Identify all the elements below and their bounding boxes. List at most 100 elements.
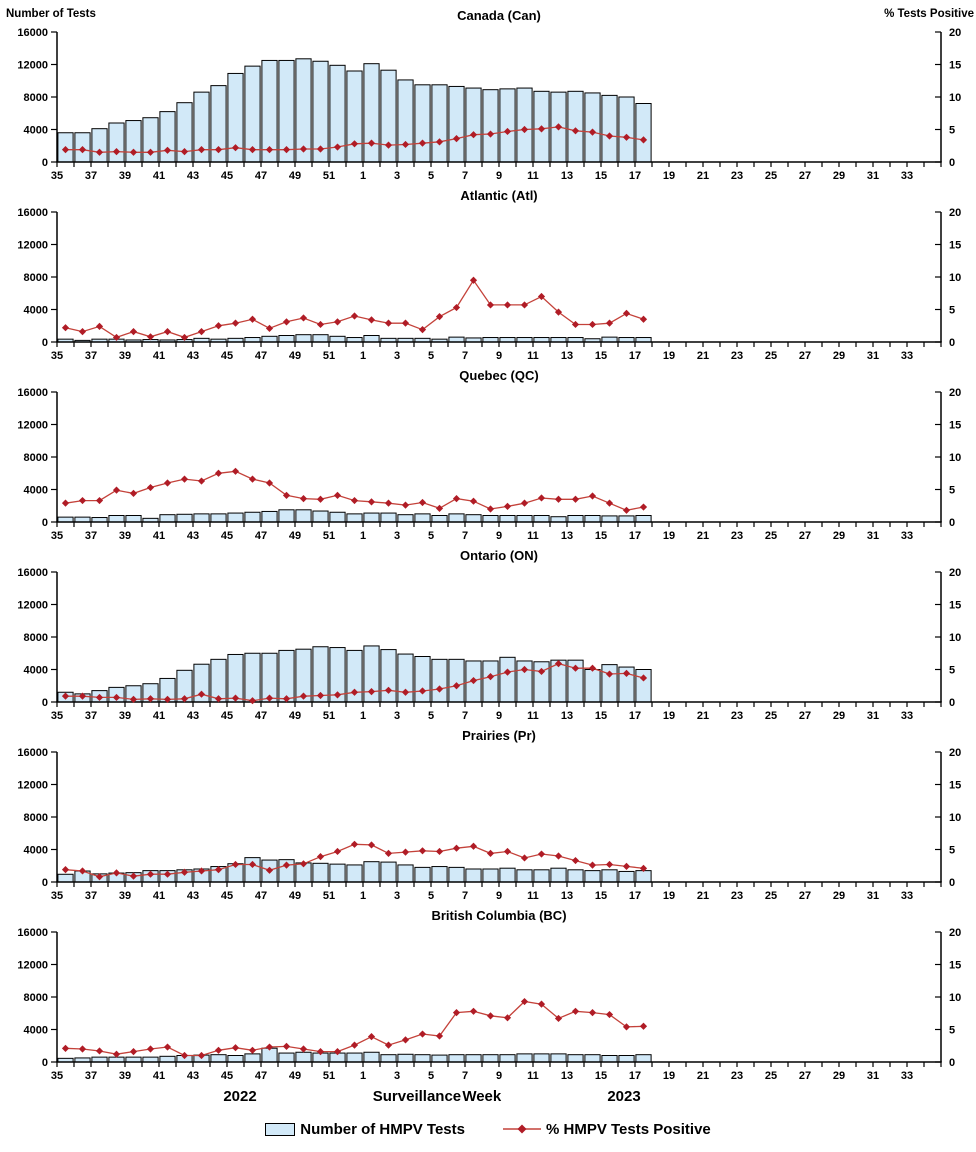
x-tick-label: 3 <box>394 1070 400 1082</box>
bar <box>278 649 295 703</box>
bar <box>397 1053 414 1063</box>
bar <box>159 111 176 163</box>
bar <box>210 1054 227 1063</box>
bar <box>516 515 533 523</box>
bar <box>635 1054 652 1063</box>
diamond-marker <box>401 1036 410 1044</box>
right-tick-label: 15 <box>949 420 961 432</box>
right-tick-label: 20 <box>949 747 961 759</box>
left-tick-label: 12000 <box>17 960 48 972</box>
bar <box>227 512 244 523</box>
panel-title-atl: Atlantic (Atl) <box>460 188 538 203</box>
x-axis-title: Surveillance Week <box>372 1088 502 1105</box>
diamond-marker <box>78 1045 87 1053</box>
x-tick-label: 21 <box>697 170 709 182</box>
x-tick-label: 41 <box>153 1070 165 1082</box>
bar <box>363 1051 380 1063</box>
x-tick-label: 3 <box>394 710 400 722</box>
x-tick-label: 35 <box>51 530 63 542</box>
bar <box>346 864 363 883</box>
x-tick-label: 41 <box>153 890 165 902</box>
x-tick-label: 3 <box>394 170 400 182</box>
diamond-marker <box>78 692 87 700</box>
x-tick-label: 9 <box>496 710 502 722</box>
x-tick-label: 23 <box>731 350 743 362</box>
left-tick-label: 4000 <box>24 665 48 677</box>
bar <box>414 1054 431 1063</box>
x-tick-label: 49 <box>289 170 301 182</box>
bar <box>499 515 516 523</box>
legend-item-tests: Number of HMPV Tests <box>265 1121 465 1138</box>
x-tick-label: 51 <box>323 710 335 722</box>
left-tick-label: 16000 <box>17 927 48 939</box>
bar <box>431 866 448 883</box>
right-tick-label: 5 <box>949 665 955 677</box>
diamond-marker <box>180 148 189 156</box>
bar <box>584 870 601 883</box>
bar <box>601 94 618 163</box>
x-tick-label: 39 <box>119 170 131 182</box>
diamond-marker <box>299 1045 308 1053</box>
x-tick-label: 3 <box>394 350 400 362</box>
panel-on: Ontario (ON) 0 4000 8000 12000 16000 0 5 10 15 20 3… <box>0 546 976 726</box>
bar <box>346 513 363 523</box>
diamond-marker <box>163 870 172 878</box>
bar <box>482 1054 499 1063</box>
diamond-marker <box>537 292 546 301</box>
diamond-marker <box>265 866 274 874</box>
bar <box>244 652 261 703</box>
right-tick-label: 15 <box>949 780 961 792</box>
bar <box>295 509 312 523</box>
bar <box>108 122 125 163</box>
x-tick-label: 25 <box>765 710 777 722</box>
x-tick-label: 17 <box>629 710 641 722</box>
x-tick-label: 49 <box>289 1070 301 1082</box>
bar <box>601 1055 618 1063</box>
x-tick-label: 5 <box>428 530 434 542</box>
x-tick-label: 29 <box>833 530 845 542</box>
bar <box>499 88 516 163</box>
bar <box>261 510 278 523</box>
diamond-marker <box>520 301 529 309</box>
bar <box>550 867 567 883</box>
x-tick-label: 21 <box>697 350 709 362</box>
diamond-marker <box>129 489 138 497</box>
diamond-marker <box>95 1047 104 1055</box>
left-tick-label: 12000 <box>17 600 48 612</box>
diamond-marker <box>180 695 189 703</box>
bar <box>499 656 516 703</box>
panel-title-on: Ontario (ON) <box>460 548 538 563</box>
diamond-marker <box>333 143 342 151</box>
diamond-marker <box>248 315 257 323</box>
x-tick-label: 1 <box>360 170 366 182</box>
x-tick-label: 19 <box>663 890 675 902</box>
bar <box>414 866 431 883</box>
bar <box>601 664 618 703</box>
left-tick-label: 16000 <box>17 27 48 39</box>
bar <box>397 79 414 163</box>
bar <box>397 514 414 523</box>
right-tick-label: 20 <box>949 567 961 579</box>
bar <box>57 873 74 883</box>
diamond-marker <box>163 146 172 154</box>
diamond-marker <box>282 146 291 154</box>
right-tick-label: 10 <box>949 92 961 104</box>
bar <box>584 92 601 163</box>
x-tick-label: 45 <box>221 170 233 182</box>
x-tick-label: 47 <box>255 890 267 902</box>
bar <box>465 868 482 883</box>
bar <box>312 334 329 343</box>
bar <box>465 514 482 523</box>
x-tick-label: 49 <box>289 710 301 722</box>
x-tick-label: 27 <box>799 710 811 722</box>
diamond-marker <box>384 319 393 327</box>
diamond-marker <box>588 664 597 672</box>
x-tick-label: 7 <box>462 170 468 182</box>
x-tick-label: 9 <box>496 170 502 182</box>
diamond-marker <box>435 138 444 146</box>
x-tick-label: 45 <box>221 350 233 362</box>
diamond-marker <box>316 145 325 153</box>
x-tick-label: 43 <box>187 710 199 722</box>
right-tick-label: 10 <box>949 452 961 464</box>
bar <box>448 1054 465 1063</box>
